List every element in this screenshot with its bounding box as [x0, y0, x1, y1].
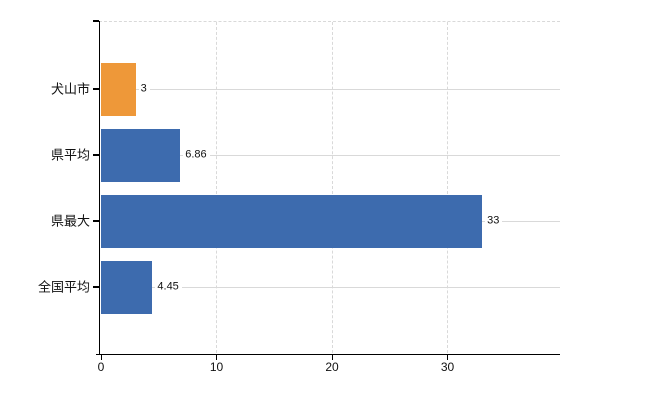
x-tick: [331, 355, 333, 360]
x-tick-label: 10: [209, 360, 224, 374]
y-tick: [93, 154, 99, 156]
category-label: 県平均: [50, 147, 90, 163]
y-tick: [93, 286, 99, 288]
x-tick-label: 0: [97, 360, 105, 374]
x-tick-label: 20: [325, 360, 339, 374]
h-gridline: [100, 286, 560, 288]
bar-value-label: 33: [485, 214, 503, 228]
y-tick: [93, 88, 99, 90]
bar-value-label: 6.86: [183, 148, 210, 162]
h-gridline: [100, 88, 560, 90]
category-label: 全国平均: [37, 279, 90, 295]
bar: [101, 260, 153, 314]
x-tick: [447, 355, 448, 360]
x-tick: [100, 355, 102, 360]
h-gridline: [100, 154, 560, 156]
bar: [101, 128, 181, 182]
category-label: 県最大: [50, 213, 90, 229]
category-label: 犬山市: [50, 81, 90, 97]
bar: [101, 62, 136, 116]
v-gridline: [447, 22, 448, 353]
x-tick: [216, 355, 217, 360]
y-axis: [98, 21, 100, 355]
x-axis: [96, 353, 560, 355]
bar-value-label: 4.45: [155, 280, 182, 294]
y-tick: [93, 220, 99, 222]
bar: [101, 194, 483, 248]
x-tick-label: 30: [440, 360, 455, 374]
v-gridline: [216, 22, 217, 353]
plot-top-border: [99, 21, 560, 22]
bar-value-label: 3: [138, 82, 150, 96]
y-axis-top-tick: [93, 20, 99, 22]
v-gridline: [331, 22, 333, 353]
